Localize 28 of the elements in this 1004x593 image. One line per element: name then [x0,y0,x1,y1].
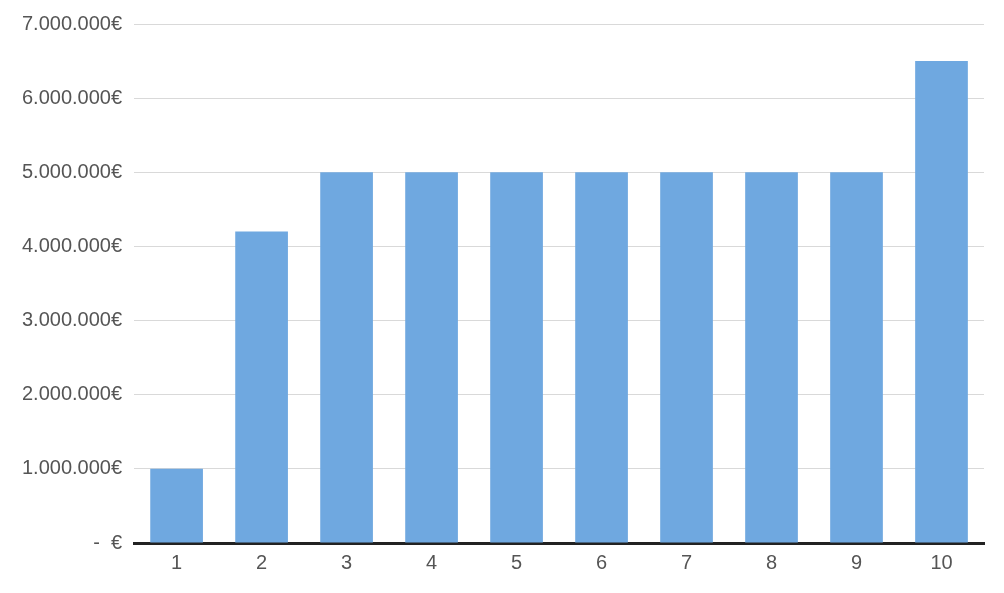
bar [830,172,883,543]
y-tick-label: 3.000.000€ [21,308,123,331]
y-tick-label: 1.000.000€ [21,456,123,479]
x-tick-label: 9 [850,550,863,573]
x-tick-label: 6 [595,550,608,573]
x-tick-label: 5 [510,550,523,573]
bar [575,172,628,543]
bar [320,172,373,543]
x-tick-label: 10 [930,550,953,573]
y-tick-label: 6.000.000€ [21,85,123,108]
bar [745,172,798,543]
x-tick-label: 7 [680,550,693,573]
x-tick-label: 1 [171,550,183,573]
y-tick-label: 2.000.000€ [21,382,123,405]
x-tick-label: 3 [341,550,353,573]
bar [915,61,968,543]
x-tick-label: 4 [426,550,438,573]
x-tick-label: 8 [765,550,778,573]
x-tick-label: 2 [256,550,268,573]
bar [660,172,713,543]
bar [490,172,543,543]
y-tick-label: 7.000.000€ [21,11,123,34]
bar [235,231,288,543]
y-tick-label: 4.000.000€ [21,233,123,256]
bar [150,468,203,543]
bar [405,172,458,543]
y-tick-label: - € [93,530,123,553]
y-tick-label: 5.000.000€ [21,159,123,182]
